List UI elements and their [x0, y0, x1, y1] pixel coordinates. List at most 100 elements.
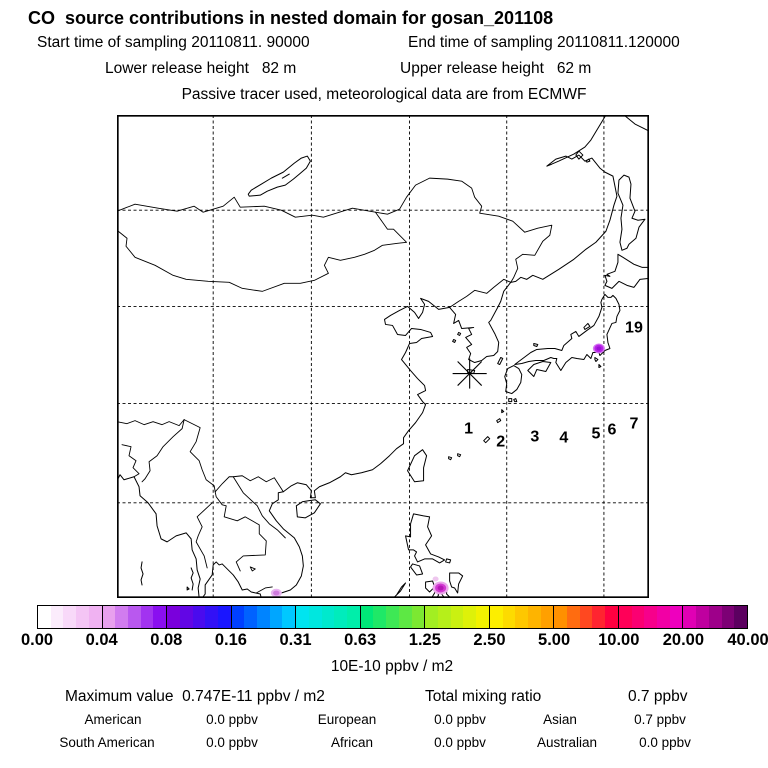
coastline-path — [268, 115, 618, 598]
colorbar-cell — [217, 606, 231, 628]
colorbar-cell — [334, 606, 347, 628]
region-label-south-american: South American — [59, 735, 155, 750]
receptor-label-4: 4 — [559, 429, 568, 447]
colorbar-cell — [515, 606, 528, 628]
start-time-text: Start time of sampling 20110811. 90000 — [37, 34, 310, 51]
colorbar-cell — [282, 606, 296, 628]
colorbar-cell — [527, 606, 541, 628]
region-value: 0.0 ppbv — [639, 735, 691, 750]
border-path — [117, 177, 553, 283]
colorbar-cell — [411, 606, 425, 628]
coastline-path — [247, 155, 311, 197]
upper-release-height-text: Upper release height 62 m — [400, 60, 592, 77]
region-value: 0.0 ppbv — [434, 735, 486, 750]
colorbar-cell — [231, 606, 245, 628]
colorbar — [37, 605, 748, 629]
colorbar-cell — [721, 606, 735, 628]
colorbar-cell — [386, 606, 399, 628]
region-label-african: African — [330, 735, 374, 750]
colorbar-segment-0 — [38, 606, 102, 628]
colorbar-cell — [321, 606, 335, 628]
map-canvas: 1 2 3 4 5 6 7 19 — [117, 115, 649, 598]
region-value: 0.0 ppbv — [434, 712, 486, 727]
colorbar-tick-2.50: 2.50 — [473, 631, 506, 649]
border-path — [141, 419, 185, 483]
coastline-path — [617, 174, 646, 251]
coastline-path — [295, 499, 321, 519]
colorbar-tick-1.25: 1.25 — [408, 631, 441, 649]
colorbar-cell — [257, 606, 270, 628]
figure-title: CO source contributions in nested domain… — [28, 8, 554, 28]
map-frame — [117, 115, 649, 598]
colorbar-cell — [373, 606, 387, 628]
country-borders — [117, 177, 553, 594]
region-label-american: American — [84, 712, 142, 727]
colorbar-cell — [205, 606, 218, 628]
colorbar-cell — [269, 606, 283, 628]
colorbar-tick-0.16: 0.16 — [214, 631, 247, 649]
colorbar-cell — [540, 606, 554, 628]
colorbar-segment-2 — [166, 606, 231, 628]
border-path — [214, 491, 267, 572]
coastline-path — [407, 449, 428, 483]
sampling-site-asterisk-icon — [452, 358, 487, 389]
receptor-label-6: 6 — [607, 421, 616, 439]
colorbar-cell — [605, 606, 618, 628]
colorbar-tick-0.63: 0.63 — [344, 631, 377, 649]
colorbar-segment-7 — [488, 606, 554, 628]
colorbar-tick-0.31: 0.31 — [279, 631, 312, 649]
end-time-text: End time of sampling 20110811.120000 — [408, 34, 680, 51]
colorbar-cell — [734, 606, 747, 628]
border-path — [117, 419, 185, 427]
colorbar-cell — [463, 606, 477, 628]
receptor-label-19: 19 — [625, 318, 643, 336]
coastline-path — [527, 361, 552, 378]
colorbar-cell — [153, 606, 167, 628]
region-value: 0.0 ppbv — [206, 735, 258, 750]
coastline-path — [117, 474, 201, 598]
colorbar-cell — [579, 606, 593, 628]
colorbar-cell — [179, 606, 193, 628]
colorbar-cell — [425, 606, 438, 628]
region-value: 0.7 ppbv — [634, 712, 686, 727]
border-path — [183, 419, 216, 493]
colorbar-cell — [592, 606, 606, 628]
colorbar-cell — [450, 606, 464, 628]
asterisk-ray — [457, 361, 483, 386]
border-path — [232, 476, 286, 539]
receptor-label-7: 7 — [630, 415, 639, 433]
colorbar-cell — [140, 606, 154, 628]
colorbar-cell — [347, 606, 360, 628]
colorbar-tick-0.00: 0.00 — [20, 631, 54, 649]
colorbar-tick-0.08: 0.08 — [150, 631, 183, 649]
colorbar-cell — [618, 606, 632, 628]
graticule — [117, 115, 649, 598]
colorbar-cell — [683, 606, 697, 628]
colorbar-cell — [76, 606, 89, 628]
border-path — [255, 586, 273, 594]
colorbar-cell — [192, 606, 206, 628]
colorbar-cell — [50, 606, 64, 628]
region-label-asian: Asian — [543, 712, 577, 727]
total-mixing-ratio-value: 0.7 ppbv — [628, 688, 688, 705]
total-mixing-ratio-label: Total mixing ratio — [425, 688, 542, 705]
colorbar-tick-40.00: 40.00 — [727, 631, 768, 649]
colorbar-tick-5.00: 5.00 — [538, 631, 571, 649]
colorbar-segment-6 — [424, 606, 489, 628]
border-path — [195, 502, 213, 569]
coastlines — [117, 115, 649, 598]
coastline-path — [405, 513, 446, 564]
colorbar-cell — [88, 606, 102, 628]
colorbar-segment-3 — [230, 606, 296, 628]
colorbar-cell — [398, 606, 412, 628]
colorbar-cell — [696, 606, 709, 628]
colorbar-cell — [296, 606, 309, 628]
colorbar-segment-4 — [295, 606, 360, 628]
colorbar-cell — [244, 606, 258, 628]
colorbar-segment-9 — [617, 606, 683, 628]
receptor-label-2: 2 — [496, 433, 505, 451]
colorbar-cell — [167, 606, 180, 628]
region-label-european: European — [317, 712, 377, 727]
receptor-label-5: 5 — [591, 425, 600, 443]
colorbar-cell — [38, 606, 51, 628]
